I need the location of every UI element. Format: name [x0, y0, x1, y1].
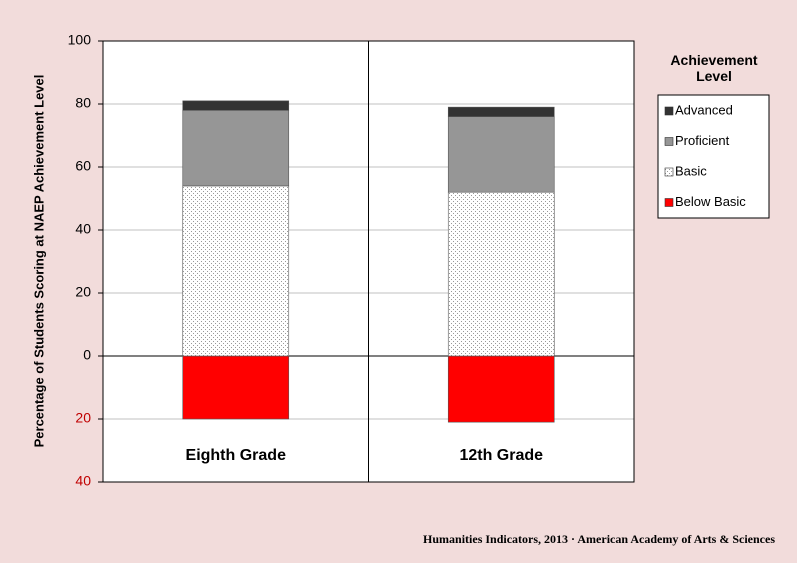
y-tick-label: 40 [75, 473, 91, 489]
plot-border [102, 40, 635, 483]
category-label: 12th Grade [459, 447, 543, 464]
y-tick-label: 100 [68, 32, 92, 48]
bar-segment [182, 185, 290, 357]
y-tick-label: 20 [75, 284, 91, 300]
legend-label: Proficient [675, 133, 730, 148]
legend-swatch [664, 106, 674, 116]
y-tick-label: 0 [83, 347, 91, 363]
bar-segment [182, 355, 290, 420]
bar-segment [182, 110, 290, 187]
legend-swatch [664, 167, 674, 177]
category-label: Eighth Grade [186, 447, 287, 464]
legend-label: Advanced [675, 102, 733, 117]
bar-segment [447, 116, 555, 193]
legend-label: Basic [675, 163, 707, 178]
legend-swatch [664, 198, 674, 207]
legend-swatch [664, 137, 674, 146]
y-tick-label: 40 [75, 221, 91, 237]
y-axis-title: Percentage of Students Scoring at NAEP A… [31, 75, 46, 448]
y-tick-label: 60 [75, 158, 91, 174]
bar-segment [447, 355, 555, 423]
legend-box [657, 94, 770, 219]
bar-segment [182, 100, 290, 111]
y-tick-label: 80 [75, 95, 91, 111]
y-tick-label: 20 [75, 410, 91, 426]
legend-title: Achievement Level [670, 52, 757, 84]
legend-label: Below Basic [675, 194, 746, 209]
source: Humanities Indicators, 2013 · American A… [423, 532, 775, 546]
bar-segment [447, 106, 555, 117]
bar-segment [447, 191, 555, 357]
